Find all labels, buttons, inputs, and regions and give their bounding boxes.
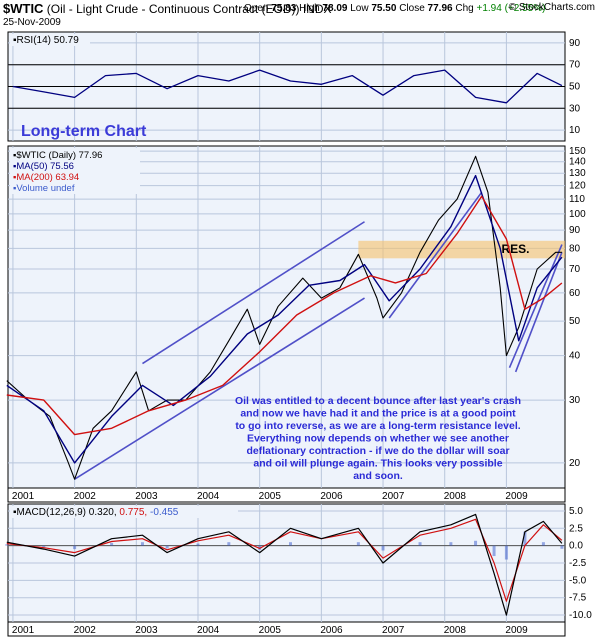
price-y-tick: 20 [569, 458, 581, 469]
open-value: 75.83 [271, 3, 297, 14]
macd-y-tick: -2.5 [569, 558, 587, 569]
low-value: 75.50 [371, 3, 397, 14]
macd-y-tick: 2.5 [569, 523, 583, 534]
price-y-tick: 150 [569, 146, 586, 157]
symbol: $WTIC [3, 1, 44, 16]
price-y-tick: 110 [569, 194, 585, 205]
rsi-legend-bg [10, 34, 90, 46]
price-y-tick: 70 [569, 264, 581, 275]
rsi-legend: ▪RSI(14) 50.79 [13, 35, 79, 46]
price-legend-entry: ▪Volume undef [13, 183, 75, 194]
annotation-note-line: Oil was entitled to a decent bounce afte… [235, 395, 521, 407]
rsi-y-tick: 10 [569, 125, 581, 136]
x-axis-strip-2 [7, 621, 566, 637]
price-y-tick: 90 [569, 225, 581, 236]
trendline-2007 [388, 191, 483, 319]
x-tick-label: 2008 [444, 625, 467, 636]
channel-lower-trendline [74, 297, 365, 480]
x-tick-label: 2008 [444, 491, 467, 502]
annotation-note-line: Everything now depends on whether we see… [247, 433, 509, 445]
rsi-y-tick: 90 [569, 38, 581, 49]
x-tick-label: 2002 [74, 491, 97, 502]
x-tick-label: 2003 [135, 625, 158, 636]
x-tick-label: 2004 [197, 625, 220, 636]
channel-upper-trendline [142, 221, 365, 365]
x-tick-label: 2007 [382, 625, 405, 636]
macd-y-tick: -5.0 [569, 575, 587, 586]
x-tick-label: 2004 [197, 491, 220, 502]
macd-y-tick: 0.0 [569, 541, 583, 552]
macd-y-tick: 5.0 [569, 506, 583, 517]
macd-legend-bg [10, 506, 238, 518]
price-y-tick: 130 [569, 168, 586, 179]
rsi-y-tick: 70 [569, 60, 581, 71]
ma50-line [6, 174, 563, 464]
price-y-tick: 120 [569, 181, 586, 192]
price-y-tick: 40 [569, 351, 581, 362]
price-legend-entry: ▪MA(200) 63.94 [13, 172, 79, 183]
annotation-note-line: and now we have had it and the price is … [240, 408, 516, 420]
x-tick-label: 2009 [505, 625, 528, 636]
price-y-tick: 50 [569, 316, 581, 327]
close-value: 77.96 [427, 3, 453, 14]
x-tick-label: 2006 [320, 491, 343, 502]
x-tick-label: 2003 [135, 491, 158, 502]
macd-y-tick: -10.0 [569, 610, 592, 621]
change-value: +1.94 (+2.55%) [476, 3, 546, 14]
instrument-name: (Oil - Light Crude - Continuous Contract… [46, 2, 300, 16]
brand-watermark: © StockCharts.com [508, 2, 595, 13]
high-value: 78.09 [322, 3, 348, 14]
price-line [6, 155, 562, 480]
price-y-tick: 80 [569, 243, 581, 254]
macd-y-tick: -7.5 [569, 593, 587, 604]
chart-title: $WTIC (Oil - Light Crude - Continuous Co… [3, 1, 332, 16]
price-legend-bg [10, 148, 140, 194]
x-tick-label: 2007 [382, 491, 405, 502]
x-axis-strip-1 [7, 487, 566, 503]
trendline-2009-lower [514, 251, 563, 373]
chart-date: 25-Nov-2009 [3, 17, 61, 28]
price-legend-entry: ▪$WTIC (Daily) 77.96 [13, 150, 102, 161]
price-legend-entry: ▪MA(50) 75.56 [13, 161, 74, 172]
price-y-tick: 60 [569, 288, 581, 299]
trendline-2009-upper [508, 244, 563, 368]
annotation-note-line: and soon. [353, 470, 403, 482]
x-tick-label: 2006 [320, 625, 343, 636]
annotation-note-line: and oil will plunge again. This looks ve… [253, 458, 502, 470]
rsi-y-tick: 50 [569, 82, 581, 93]
x-tick-label: 2001 [12, 625, 35, 636]
exchange: INDX [302, 2, 332, 16]
x-tick-label: 2005 [259, 625, 282, 636]
annotation-note-line: to go into reverse, as we are a long-ter… [235, 420, 520, 432]
rsi-line [12, 69, 563, 104]
rsi-y-tick: 30 [569, 103, 581, 114]
x-tick-label: 2005 [259, 491, 282, 502]
resistance-band [358, 240, 565, 259]
price-y-tick: 140 [569, 157, 586, 168]
chart-label-long-term: Long-term Chart [21, 123, 147, 140]
ohlc-readout: Open 75.83 High 78.09 Low 75.50 Close 77… [244, 3, 546, 14]
macd-line [6, 513, 563, 616]
resistance-label: RES. [501, 242, 529, 256]
ma200-line [6, 195, 563, 436]
x-tick-label: 2009 [505, 491, 528, 502]
macd-legend: ▪MACD(12,26,9) 0.320, 0.775, -0.455 [13, 507, 179, 518]
x-tick-label: 2002 [74, 625, 97, 636]
price-y-tick: 30 [569, 395, 581, 406]
x-tick-label: 2001 [12, 491, 35, 502]
annotation-note-line: deflationary contraction - if we do the … [246, 445, 509, 457]
price-y-tick: 100 [569, 209, 586, 220]
